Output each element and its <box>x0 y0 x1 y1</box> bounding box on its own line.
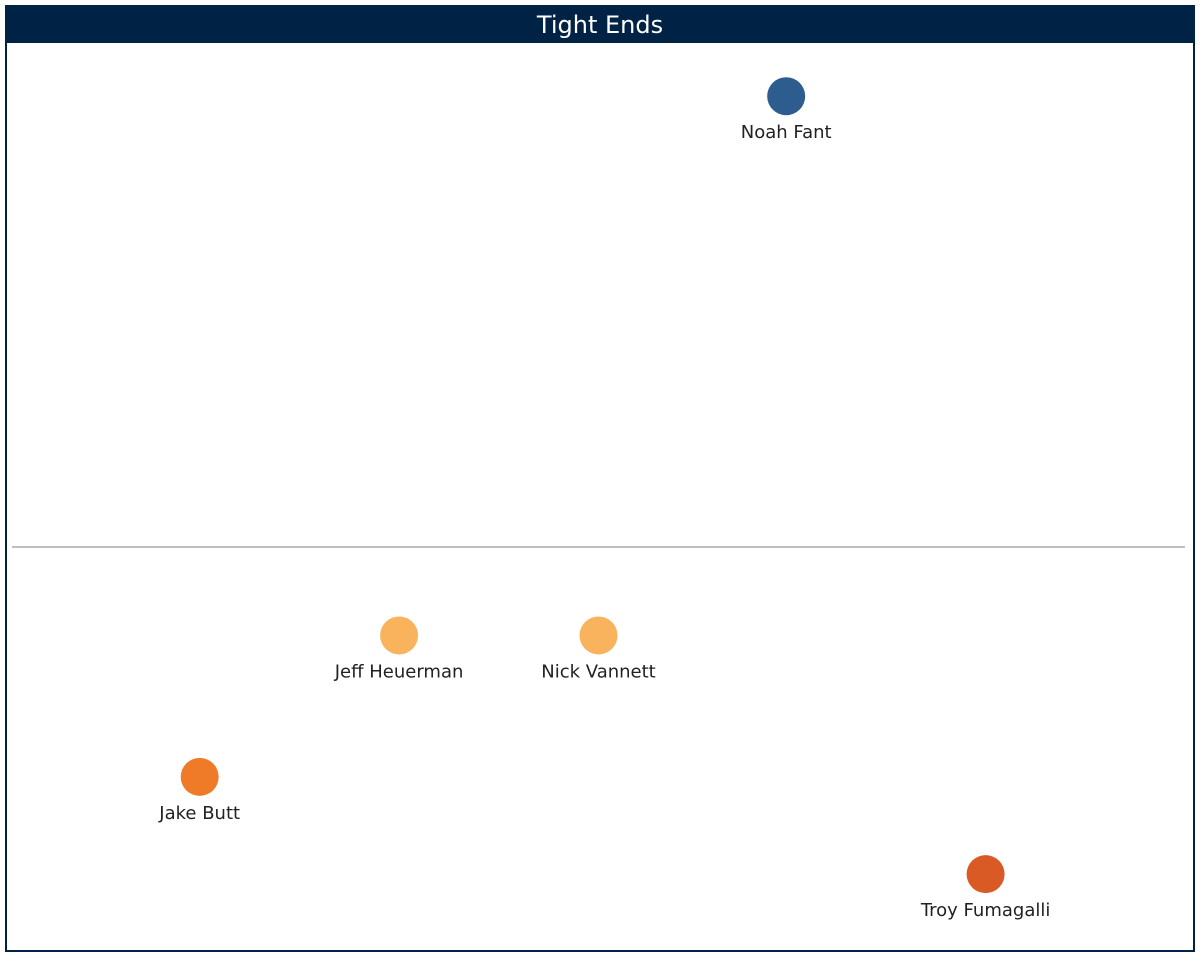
point-nick-vannett[interactable] <box>579 616 618 655</box>
point-label: Jake Butt <box>158 803 240 824</box>
point-jeff-heuerman[interactable] <box>380 616 419 655</box>
point-noah-fant[interactable] <box>767 77 806 116</box>
point-label: Noah Fant <box>741 122 832 143</box>
point-label: Nick Vannett <box>541 661 655 682</box>
point-label: Troy Fumagalli <box>920 900 1051 921</box>
point-troy-fumagalli[interactable] <box>966 855 1005 894</box>
point-label: Jeff Heuerman <box>334 661 464 682</box>
points-layer: Noah Fant Jeff Heuerman Nick Vannett Jake B… <box>158 77 1050 921</box>
chart-title: Tight Ends <box>7 7 1193 43</box>
point-jake-butt[interactable] <box>180 757 219 796</box>
